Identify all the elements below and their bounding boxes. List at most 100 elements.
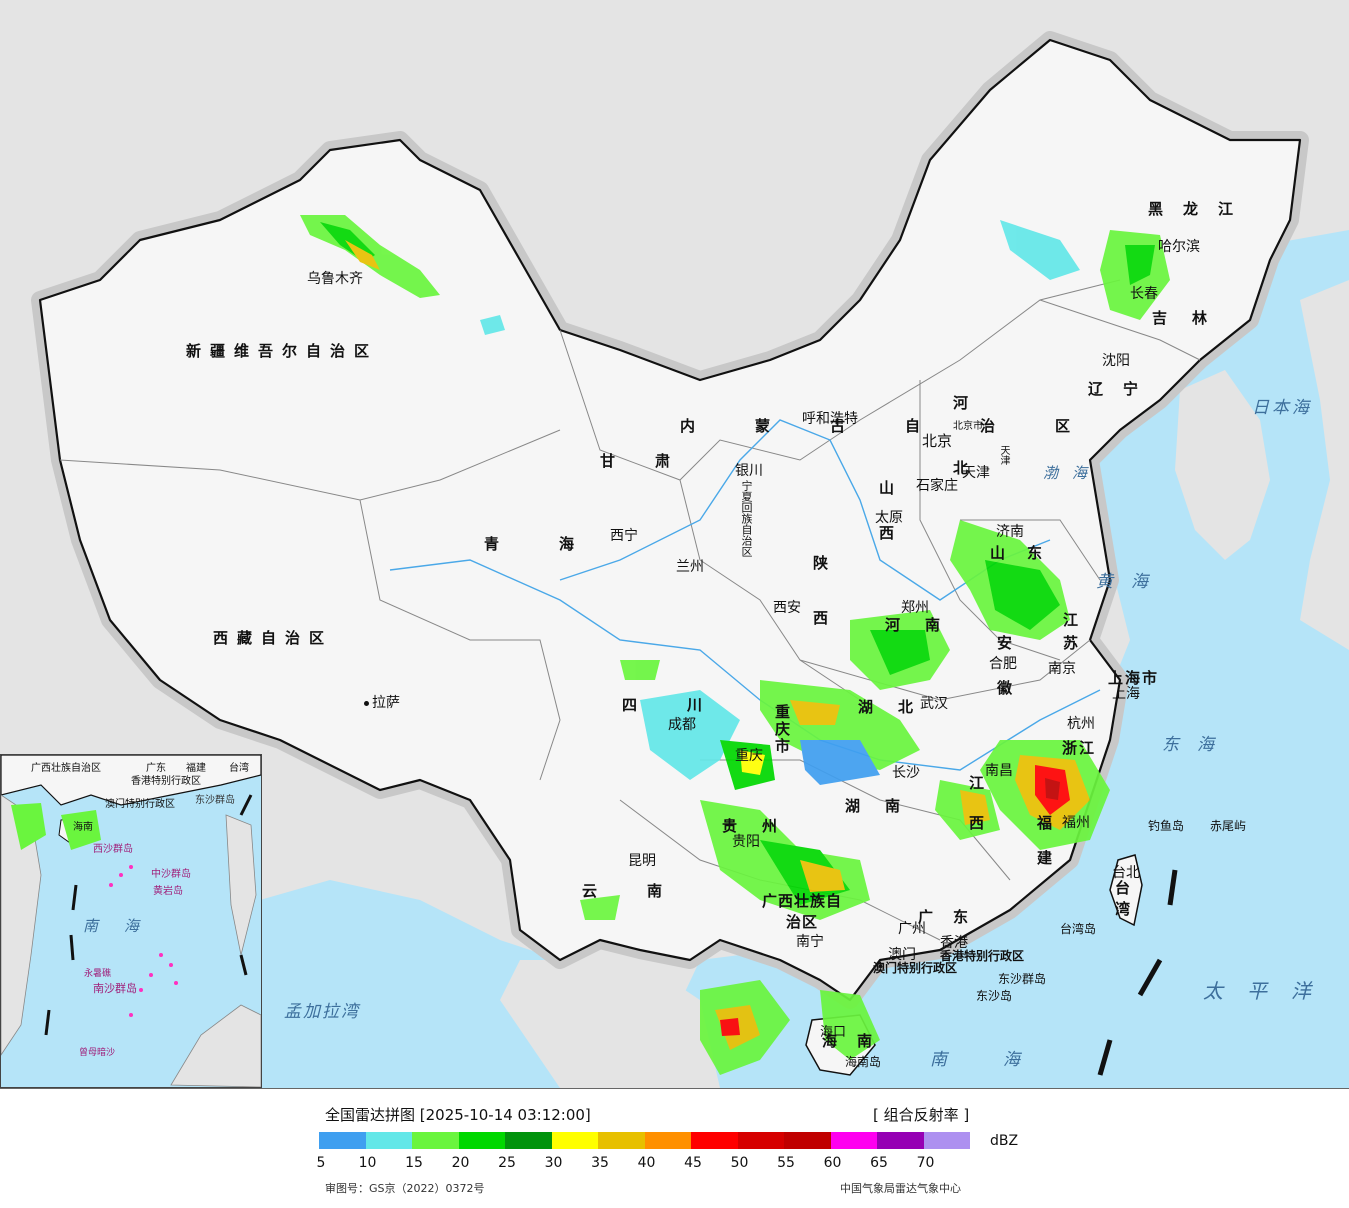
color-scale-bar bbox=[319, 1132, 970, 1149]
color-scale-cell bbox=[551, 1132, 598, 1149]
inset-label-guangdong: 广东 bbox=[146, 763, 166, 774]
province-label-beijing: 北京市 bbox=[953, 421, 983, 432]
color-scale-tick-label: 20 bbox=[451, 1155, 470, 1171]
province-label-taiwan: 台湾 bbox=[1113, 880, 1131, 922]
city-label-kunming: 昆明 bbox=[628, 853, 656, 869]
city-dot-icon bbox=[364, 700, 369, 706]
legend-unit: dBZ bbox=[990, 1133, 1019, 1149]
city-label-shijiazhuang: 石家庄 bbox=[916, 478, 958, 494]
city-label-nanchang: 南昌 bbox=[985, 763, 1013, 779]
province-label-neimenggu: 内蒙古自治区 bbox=[680, 417, 1131, 435]
inset-label-sea: 南海 bbox=[83, 917, 166, 935]
sea-label-yellow: 黄海 bbox=[1096, 572, 1166, 592]
province-label-heilongjiang: 黑龙江 bbox=[1148, 200, 1254, 218]
color-scale-cell bbox=[830, 1132, 877, 1149]
color-scale-cell bbox=[365, 1132, 412, 1149]
city-label-harbin: 哈尔滨 bbox=[1158, 239, 1200, 255]
inset-label-nansha: 南沙群岛 bbox=[93, 982, 137, 995]
color-scale-tick-label: 5 bbox=[316, 1155, 326, 1171]
color-scale-cell bbox=[784, 1132, 831, 1149]
inset-label-yongshu: 永暑礁 bbox=[84, 969, 112, 979]
legend-product: [ 组合反射率 ] bbox=[873, 1106, 970, 1124]
city-label-nanjing: 南京 bbox=[1048, 661, 1076, 677]
province-label-sichuan: 四川 bbox=[622, 696, 753, 714]
color-scale-cell bbox=[505, 1132, 552, 1149]
island-label-diaoyu: 钓鱼岛 bbox=[1148, 819, 1185, 833]
island-label-dongsha: 东沙岛 bbox=[976, 989, 1013, 1003]
province-label-macau: 澳门特别行政区 bbox=[873, 961, 958, 975]
city-label-shanghai: 上海 bbox=[1112, 686, 1140, 702]
province-label-guangdong: 广东 bbox=[918, 908, 989, 926]
color-scale-tick-label: 65 bbox=[870, 1155, 888, 1171]
province-label-xizang: 西藏自治区 bbox=[213, 629, 334, 647]
province-label-shanxi: 山西 bbox=[877, 480, 895, 570]
city-label-taiyuan: 太原 bbox=[875, 510, 903, 526]
color-scale-cell bbox=[458, 1132, 505, 1149]
color-scale-cell bbox=[644, 1132, 691, 1149]
city-label-tianjin: 天津 bbox=[962, 465, 990, 481]
city-label-changsha: 长沙 bbox=[892, 765, 920, 781]
color-scale-tick-label: 15 bbox=[405, 1155, 423, 1171]
sea-label-pacific: 太平洋 bbox=[1203, 979, 1335, 1003]
radar-echoes bbox=[300, 215, 1170, 1075]
province-label-jilin: 吉林 bbox=[1152, 309, 1233, 327]
taiwan-land bbox=[1109, 854, 1143, 927]
color-scale-tick-label: 10 bbox=[358, 1155, 377, 1171]
province-label-hunan: 湖南 bbox=[845, 797, 926, 815]
inset-label-xisha: 西沙群岛 bbox=[93, 844, 133, 855]
city-label-wuhan: 武汉 bbox=[920, 696, 948, 712]
inset-label-hainan: 海南 bbox=[73, 822, 93, 833]
color-scale-cell bbox=[923, 1132, 970, 1149]
city-label-chengdu: 成都 bbox=[668, 717, 696, 733]
province-label-hebei: 河北 bbox=[951, 395, 969, 525]
city-label-jinan: 济南 bbox=[996, 524, 1024, 540]
indochina-land bbox=[500, 960, 720, 1088]
inset-label-dongsha: 东沙群岛 bbox=[195, 795, 235, 806]
city-label-guiyang: 贵阳 bbox=[732, 834, 760, 850]
city-label-hefei: 合肥 bbox=[989, 656, 1017, 672]
color-scale-cell bbox=[877, 1132, 924, 1149]
inset-label-fujian: 福建 bbox=[186, 763, 206, 774]
province-label-zhejiang: 浙江 bbox=[1062, 739, 1097, 757]
color-scale-tick-label: 30 bbox=[544, 1155, 563, 1171]
province-label-shandong: 山东 bbox=[990, 544, 1065, 562]
province-label-ningxia: 宁夏回族自治区 bbox=[740, 480, 753, 557]
color-scale-tick-label: 25 bbox=[498, 1155, 516, 1171]
province-label-chongqing: 重庆市 bbox=[773, 704, 791, 755]
province-label-fujian: 福建 bbox=[1035, 815, 1053, 885]
city-label-guangzhou: 广州 bbox=[898, 921, 926, 937]
island-label-hainan: 海南岛 bbox=[845, 1055, 882, 1069]
city-label-fuzhou: 福州 bbox=[1062, 815, 1090, 831]
province-label-jiangsu: 江苏 bbox=[1061, 612, 1079, 658]
legend-title: 全国雷达拼图 [2025-10-14 03:12:00] bbox=[325, 1106, 591, 1124]
japan-land bbox=[1300, 280, 1349, 650]
sea-label-south: 南海 bbox=[930, 1050, 1076, 1070]
province-label-shanghai: 上海市 bbox=[1108, 669, 1160, 687]
city-label-haikou: 海口 bbox=[820, 1025, 847, 1040]
province-label-henan: 河南 bbox=[885, 616, 966, 634]
city-label-xining: 西宁 bbox=[610, 528, 638, 544]
province-label-gansu: 甘肃 bbox=[600, 452, 711, 470]
province-label-liaoning: 辽宁 bbox=[1088, 380, 1159, 398]
city-label-macau: 澳门 bbox=[888, 947, 916, 963]
china-land bbox=[38, 38, 1302, 1002]
sea-bengal-area bbox=[200, 880, 600, 1088]
dashed-boundary bbox=[1097, 869, 1178, 1076]
province-label-anhui: 安徽 bbox=[995, 635, 1013, 725]
review-number: 审图号：GS京（2022）0372号 bbox=[325, 1182, 485, 1195]
city-label-hongkong: 香港 bbox=[940, 935, 968, 951]
color-scale-tick-label: 45 bbox=[684, 1155, 702, 1171]
inset-label-hk: 香港特别行政区 bbox=[131, 776, 201, 787]
province-label-tianjin: 天津 bbox=[998, 445, 1009, 465]
city-label-zhengzhou: 郑州 bbox=[901, 600, 929, 616]
color-scale-tick-label: 70 bbox=[916, 1155, 935, 1171]
province-label-shaanxi: 陕西 bbox=[811, 555, 829, 665]
island-label-chiwei: 赤尾屿 bbox=[1210, 819, 1247, 833]
inset-label-huangyan: 黄岩岛 bbox=[153, 886, 183, 897]
color-scale-tick-label: 55 bbox=[777, 1155, 795, 1171]
city-label-lanzhou: 兰州 bbox=[676, 559, 704, 575]
map-frame: 新疆维吾尔自治区 西藏自治区 青海 甘肃 内蒙古自治区 黑龙江 吉林 辽宁 河北… bbox=[0, 0, 1349, 1089]
color-scale-cell bbox=[598, 1132, 645, 1149]
province-label-hubei: 湖北 bbox=[858, 698, 939, 716]
island-label-dongsha-group: 东沙群岛 bbox=[998, 972, 1047, 986]
